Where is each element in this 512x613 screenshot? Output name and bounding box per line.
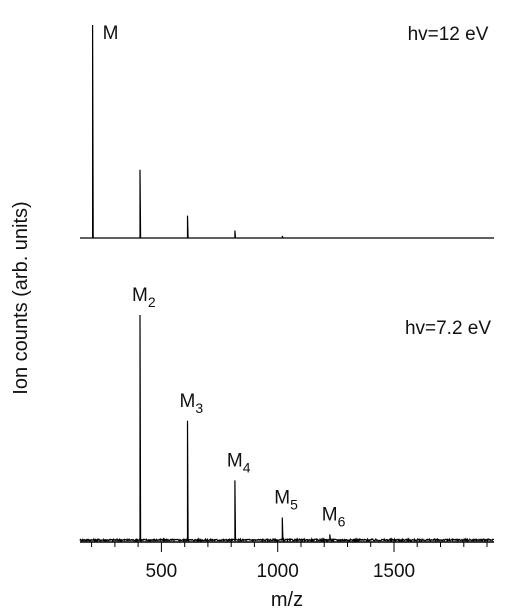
bottom-photon-energy-label: hv=7.2 eV: [405, 318, 491, 339]
top-peak-labels: M: [103, 23, 119, 44]
x-axis: 500 1000 1500: [80, 541, 494, 582]
x-tick-label: 1000: [257, 561, 299, 582]
peak-label-1-0: M2: [132, 285, 156, 310]
x-tick-label: 500: [146, 561, 178, 582]
bottom-spectrum-trace: [79, 314, 495, 544]
peak-label-1-3: M5: [274, 488, 298, 513]
peak-label-subscript: 3: [195, 400, 203, 416]
peak-label-0-0: M: [103, 23, 119, 44]
top-photon-energy-label: hv=12 eV: [408, 24, 489, 45]
x-axis-label: m/z: [271, 589, 303, 611]
x-axis-ticks: [91, 542, 488, 552]
bottom-peak-labels: M2 M3 M4 M5 M6: [132, 285, 346, 529]
peak-label-1-2: M4: [227, 450, 251, 475]
top-spectrum-trace: [80, 24, 494, 239]
x-tick-label: 1500: [373, 561, 415, 582]
peak-label-1-1: M3: [180, 391, 204, 416]
top-spectrum-panel: hv=12 eV M: [80, 23, 494, 239]
x-axis-tick-labels: 500 1000 1500: [146, 561, 416, 582]
y-axis-label: Ion counts (arb. units): [10, 201, 32, 394]
peak-label-1-4: M6: [322, 504, 346, 529]
peak-label-subscript: 5: [290, 497, 298, 513]
peak-label-subscript: 6: [338, 513, 346, 529]
peak-label-subscript: 2: [148, 294, 156, 310]
peak-label-subscript: 4: [243, 459, 251, 475]
bottom-spectrum-panel: hv=7.2 eV M2 M3 M4 M5 M6: [79, 285, 495, 544]
